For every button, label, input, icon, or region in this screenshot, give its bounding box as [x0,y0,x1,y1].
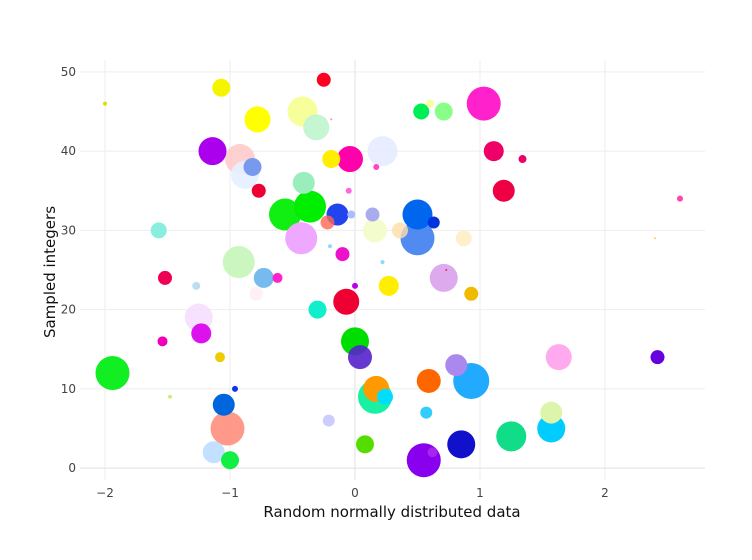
data-point[interactable] [322,414,335,427]
data-point[interactable] [158,270,172,285]
data-point[interactable] [335,247,350,262]
data-points [95,72,683,478]
x-axis-title: Random normally distributed data [263,503,520,521]
data-point[interactable] [426,99,434,108]
data-point[interactable] [222,246,255,279]
plot-area [80,60,705,480]
data-point[interactable] [232,385,238,392]
data-point[interactable] [333,288,360,315]
data-point[interactable] [483,141,504,162]
data-point[interactable] [150,222,167,239]
data-point[interactable] [429,263,458,292]
y-tick-label: 40 [61,144,76,158]
y-tick-label: 30 [61,223,76,237]
data-point[interactable] [380,260,385,265]
data-point[interactable] [272,272,283,283]
data-point[interactable] [466,86,501,121]
x-tick-label: −1 [221,486,239,500]
data-point[interactable] [654,237,656,240]
data-point[interactable] [455,230,472,247]
data-point[interactable] [316,72,331,87]
data-point[interactable] [650,350,665,365]
data-point[interactable] [352,282,358,289]
y-axis-title: Sampled integers [41,206,59,338]
data-point[interactable] [406,443,441,478]
data-point[interactable] [269,198,301,231]
data-point[interactable] [308,300,327,319]
data-point[interactable] [328,244,332,249]
data-point[interactable] [103,101,107,106]
data-point[interactable] [402,199,433,230]
data-point[interactable] [285,222,318,255]
data-point[interactable] [322,150,341,169]
data-point[interactable] [320,215,335,230]
data-point[interactable] [363,218,387,243]
data-point[interactable] [378,275,399,296]
data-point[interactable] [157,336,168,347]
data-point[interactable] [427,216,440,229]
data-point[interactable] [447,430,476,459]
data-point[interactable] [191,323,212,344]
data-point[interactable] [168,394,172,399]
data-point[interactable] [545,344,572,371]
data-point[interactable] [365,207,380,222]
data-point[interactable] [400,221,435,256]
data-point[interactable] [416,368,441,393]
data-point[interactable] [253,267,274,288]
data-point[interactable] [518,155,527,164]
data-point[interactable] [348,345,372,370]
data-point[interactable] [492,179,515,202]
data-point[interactable] [212,78,231,97]
y-tick-label: 0 [68,461,76,475]
data-point[interactable] [294,190,326,223]
data-point[interactable] [95,356,130,391]
data-point[interactable] [367,136,398,167]
data-point[interactable] [464,286,479,301]
x-tick-label: 0 [351,486,359,500]
data-point[interactable] [292,171,315,194]
data-point[interactable] [243,157,262,176]
data-point[interactable] [249,286,264,301]
data-point[interactable] [212,393,235,416]
y-tick-label: 20 [61,303,76,317]
data-point[interactable] [434,102,453,121]
data-point[interactable] [210,411,245,446]
data-point[interactable] [445,354,468,377]
data-point[interactable] [251,183,266,198]
data-point[interactable] [537,414,566,443]
data-point[interactable] [303,114,330,141]
data-point[interactable] [392,222,408,239]
data-point[interactable] [330,118,333,121]
x-tick-label: −2 [96,486,114,500]
y-tick-label: 50 [61,65,76,79]
data-point[interactable] [337,146,363,173]
data-point[interactable] [373,163,380,170]
data-point[interactable] [202,441,225,464]
data-point[interactable] [427,447,438,458]
data-point[interactable] [496,421,527,452]
x-tick-label: 2 [601,486,609,500]
data-point[interactable] [345,187,352,194]
data-point[interactable] [198,137,227,166]
data-point[interactable] [420,406,433,419]
data-point[interactable] [356,435,374,454]
x-tick-label: 1 [476,486,484,500]
data-point[interactable] [413,103,430,120]
data-point[interactable] [445,269,448,271]
data-point[interactable] [377,388,393,405]
data-point[interactable] [677,195,683,202]
data-point[interactable] [215,352,225,363]
data-point[interactable] [347,210,356,219]
data-point[interactable] [221,451,239,470]
data-point[interactable] [244,106,271,133]
data-point[interactable] [192,281,201,290]
y-tick-label: 10 [61,382,76,396]
data-point[interactable] [540,401,563,424]
